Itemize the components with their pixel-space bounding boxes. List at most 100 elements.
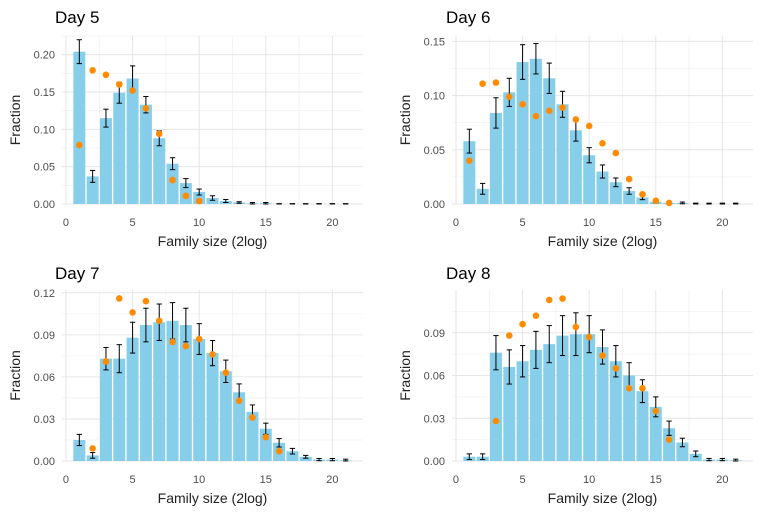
bar <box>503 92 516 204</box>
point <box>169 176 176 184</box>
y-tick-label: 0.15 <box>424 36 445 48</box>
error-bar <box>303 454 309 459</box>
points <box>492 295 673 443</box>
point <box>262 433 270 441</box>
point <box>612 149 620 157</box>
point <box>639 385 646 392</box>
panel-day-8: 0 5 10 15 20 0.00 0.03 0.06 0.09 Day 8 Family size… <box>397 264 753 506</box>
x-tick-label: 15 <box>650 474 662 486</box>
point <box>532 112 540 120</box>
bar <box>676 442 689 461</box>
tick-labels: 0 5 10 15 20 0.00 0.05 0.10 0.15 0.20 <box>34 50 339 229</box>
error-bar <box>89 452 96 459</box>
bar <box>126 337 139 461</box>
error-bar <box>706 457 712 462</box>
error-bar <box>466 453 472 461</box>
error-bar <box>276 438 282 448</box>
error-bar <box>343 458 349 462</box>
x-tick-label: 10 <box>583 474 595 486</box>
point <box>599 140 606 147</box>
y-tick-label: 0.03 <box>424 413 445 425</box>
x-axis-label: Family size (2log) <box>548 233 658 249</box>
bar <box>126 78 139 204</box>
y-tick-label: 0.00 <box>424 199 445 211</box>
point <box>129 309 136 316</box>
point <box>115 81 123 88</box>
point <box>559 295 566 302</box>
error-bar <box>289 447 296 455</box>
bar <box>636 391 649 461</box>
error-bar <box>76 39 82 65</box>
x-tick-label: 5 <box>520 217 526 229</box>
bar <box>73 439 86 461</box>
point <box>115 295 123 302</box>
error-bars <box>466 43 739 205</box>
bar <box>529 58 542 204</box>
y-tick-label: 0.10 <box>424 91 445 103</box>
panel-title: Day 6 <box>446 8 490 27</box>
point <box>89 445 96 452</box>
point <box>612 365 620 372</box>
error-bar <box>493 335 499 371</box>
bar <box>596 171 609 204</box>
error-bar <box>546 62 552 94</box>
error-bar <box>249 202 256 205</box>
grid <box>62 35 363 205</box>
error-bar <box>316 457 322 462</box>
bar <box>623 375 636 461</box>
point <box>76 141 83 149</box>
error-bar <box>143 307 149 343</box>
point <box>209 351 216 358</box>
bar <box>193 339 206 461</box>
point <box>222 369 230 376</box>
error-bar <box>733 202 739 205</box>
y-axis-label: Fraction <box>7 350 23 401</box>
point <box>665 199 673 207</box>
error-bar <box>103 108 109 128</box>
bar <box>166 320 179 461</box>
error-bar <box>533 43 539 75</box>
x-axis-label: Family size (2log) <box>158 233 268 249</box>
bar <box>583 155 596 204</box>
point <box>249 414 256 421</box>
panel-day-5: 0 5 10 15 20 0.00 0.05 0.10 0.15 0.20 Day 5 Family … <box>7 8 363 249</box>
error-bar <box>719 202 726 205</box>
x-tick-label: 10 <box>583 217 595 229</box>
error-bar <box>209 195 216 201</box>
y-tick-label: 0.00 <box>424 456 445 468</box>
error-bar <box>679 201 686 205</box>
bar <box>663 428 676 461</box>
bar <box>99 358 112 461</box>
bar <box>556 104 569 204</box>
point <box>492 79 500 86</box>
x-tick-label: 5 <box>520 474 526 486</box>
y-axis-label: Fraction <box>397 95 413 146</box>
point <box>275 447 283 455</box>
point <box>572 116 580 123</box>
bar <box>219 371 232 461</box>
point <box>195 335 203 343</box>
y-tick-label: 0.00 <box>34 456 55 468</box>
error-bar <box>183 178 189 189</box>
error-bar <box>183 307 189 343</box>
x-tick-label: 20 <box>716 474 728 486</box>
point <box>182 192 190 200</box>
point <box>519 100 526 108</box>
bar <box>516 361 529 461</box>
tick-labels: 0 5 10 15 20 0.00 0.03 0.06 0.09 <box>424 328 729 486</box>
bar <box>609 361 622 461</box>
error-bar <box>519 345 526 378</box>
x-tick-label: 20 <box>716 217 728 229</box>
bars <box>463 334 742 461</box>
error-bar <box>196 188 202 196</box>
bar <box>583 334 596 461</box>
error-bar <box>693 202 699 205</box>
panel-title: Day 5 <box>55 8 99 27</box>
y-tick-label: 0.03 <box>34 414 55 426</box>
error-bar <box>573 312 579 357</box>
bar <box>139 104 152 204</box>
bar <box>166 163 179 204</box>
point <box>479 80 486 87</box>
panel-title: Day 8 <box>446 264 490 283</box>
point <box>665 436 673 443</box>
